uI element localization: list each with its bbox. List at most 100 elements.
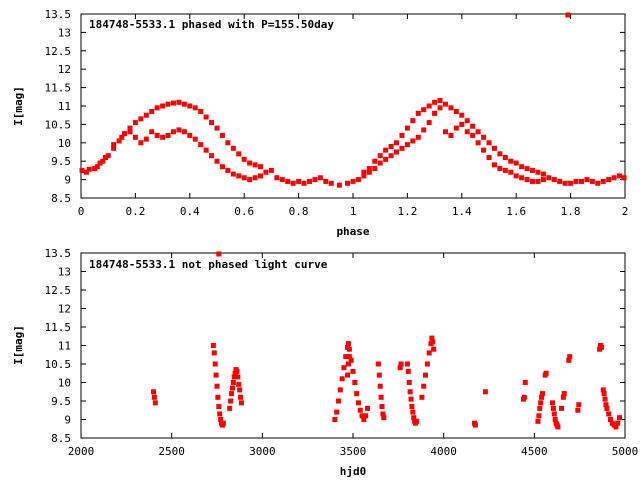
phased-data-point [366,169,372,175]
phased-data-point [336,182,342,188]
phased-data-point [236,151,242,157]
unphased-data-point [560,394,566,400]
unphased-data-point [230,380,236,385]
unphased-data-point [429,335,435,341]
phased-data-point [187,132,193,138]
unphased-data-point [617,415,623,421]
unphased-y-label: I[mag] [12,325,25,365]
phased-x-tick-label: 1.8 [561,205,581,218]
unphased-data-point [472,422,478,428]
unphased-data-point [352,380,358,385]
unphased-data-point [355,400,361,406]
unphased-data-point [566,357,572,363]
phased-x-tick-label: 0.2 [125,205,145,218]
phased-data-point [410,138,416,144]
phased-data-point [491,162,497,168]
phased-data-point [486,140,492,146]
phased-data-point [606,177,612,183]
phased-data-point [383,156,389,162]
phased-data-point [258,164,264,170]
phased-y-tick-label: 13.5 [45,8,72,21]
unphased-data-point [346,346,352,352]
phased-data-point [595,180,601,186]
unphased-data-point [559,405,565,411]
unphased-y-tick-label: 12 [58,303,71,316]
phased-data-point [138,116,144,122]
phased-y-tick-label: 11.5 [45,82,72,95]
unphased-plot-frame [80,252,626,439]
phased-data-point [442,101,448,107]
unphased-x-tick-label: 5000 [612,445,639,458]
phased-x-tick-label: 1.2 [397,205,417,218]
phased-data-point [377,160,383,166]
phased-data-point [535,169,541,175]
unphased-data-point [575,407,581,413]
phased-data-point [122,131,128,137]
phased-data-point [442,129,448,135]
unphased-y-tick-label: 8.5 [51,432,71,445]
phased-data-point [92,166,98,172]
phased-data-point [459,121,465,127]
phased-data-point [437,97,443,103]
phased-data-point [432,99,438,105]
phased-data-point [611,175,617,181]
unphased-data-point [152,400,158,406]
phased-y-tick-label: 12 [58,63,71,76]
phased-data-point [502,167,508,173]
unphased-data-point [555,424,561,430]
phased-data-point [546,175,552,181]
unphased-data-point [408,396,414,402]
phased-data-point [421,107,427,113]
unphased-data-point [335,398,341,404]
phased-data-point [170,100,176,106]
unphased-data-point [539,391,545,397]
unphased-data-point [229,391,235,397]
phased-data-point [263,169,269,175]
unphased-data-point [363,413,369,419]
unphased-x-tick-label: 2500 [158,445,185,458]
phased-data-point [530,167,536,173]
unphased-data-point [345,341,351,347]
unphased-panel: 2000 2500 3000 3500 4000 4500 5000 8.5 9 9.5 10 10.… [12,247,638,478]
phased-data-point [589,178,595,184]
phased-data-point [470,123,476,129]
phased-data-point [268,167,274,173]
phased-data-point [111,142,117,148]
phased-x-label: phase [336,225,369,238]
phased-data-point [181,129,187,135]
phased-data-point [154,132,160,138]
unphased-data-point [229,385,235,391]
unphased-data-point [550,405,556,411]
phased-data-point [486,155,492,161]
unphased-data-point [238,394,244,400]
phased-data-point [497,166,503,172]
phased-x-tick-label: 1.4 [452,205,472,218]
unphased-data-point [598,344,604,350]
phased-data-point [203,114,209,120]
phased-data-point [143,136,149,142]
unphased-data-point [603,402,609,408]
phased-data-point [502,155,508,161]
phased-data-point [312,177,318,183]
phased-data-point [252,162,258,168]
unphased-points [151,251,623,430]
phased-data-point [453,109,459,115]
phased-data-point [165,101,171,107]
unphased-data-point [426,350,432,356]
unphased-data-point [551,411,557,417]
phased-data-point [296,178,302,184]
phased-data-point [562,180,568,186]
unphased-data-point [613,424,619,430]
unphased-y-tick-label: 10.5 [45,358,72,371]
phased-data-point [165,132,171,138]
phased-data-point [209,120,215,126]
unphased-data-point [213,372,219,378]
phased-data-point [377,153,383,159]
phased-data-point [230,171,236,177]
phased-data-point [464,118,470,124]
unphased-y-tick-label: 10 [58,377,71,390]
phased-data-point [448,132,454,138]
unphased-data-point [423,372,429,378]
unphased-data-point [227,405,233,411]
phased-data-point [399,145,405,151]
